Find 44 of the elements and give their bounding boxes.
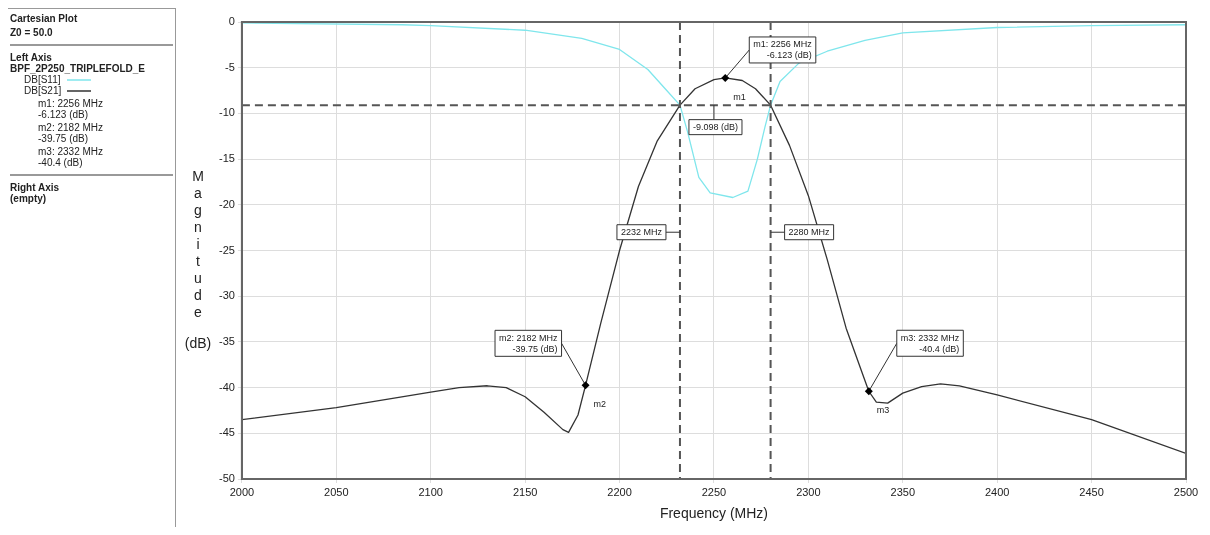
y-tick-label: -20 <box>218 197 235 210</box>
y-tick-label: -35 <box>218 334 235 347</box>
text: m2: 2182 MHz -39.75 (dB) <box>37 122 105 144</box>
text: (empty) <box>10 193 48 204</box>
y-tick-label: -15 <box>218 152 235 165</box>
x-tick-label: 2100 <box>418 485 443 498</box>
text: Left Axis <box>10 52 53 63</box>
text: Cartesian Plot <box>10 13 79 24</box>
x-tick-label: 2200 <box>607 485 632 498</box>
annotation: m1: 2256 MHz -6.123 (dB) <box>753 39 813 61</box>
annotation: m1 <box>733 91 746 102</box>
annotation: m2: 2182 MHz -39.75 (dB) <box>499 332 559 354</box>
x-tick-label: 2150 <box>512 485 538 498</box>
annotation: m3: 2332 MHz -40.4 (dB) <box>900 332 960 354</box>
legend-label: DB[S11] <box>24 74 61 85</box>
text: Right Axis <box>10 182 61 193</box>
text: m1: 2256 MHz -6.123 (dB) <box>37 98 105 120</box>
x-tick-label: 2250 <box>701 485 727 498</box>
y-tick-label: -5 <box>225 60 235 73</box>
x-tick-label: 2050 <box>324 485 349 498</box>
y-tick-label: -25 <box>218 243 235 256</box>
text: m3: 2332 MHz -40.4 (dB) <box>37 146 105 168</box>
legend-label: DB[S21] <box>24 85 62 96</box>
x-tick-label: 2500 <box>1173 485 1199 498</box>
y-tick-label: -45 <box>218 426 235 439</box>
y-tick-label: -40 <box>218 380 235 393</box>
y-tick-label: -30 <box>218 289 235 302</box>
x-tick-label: 2000 <box>229 485 255 498</box>
x-tick-label: 2450 <box>1079 485 1104 498</box>
annotation: m3 <box>876 405 890 416</box>
x-tick-label: 2300 <box>796 485 821 498</box>
legend-title: BPF_2P250_TRIPLEFOLD_E <box>10 63 147 74</box>
annotation: m2 <box>593 399 607 410</box>
x-tick-label: 2350 <box>890 485 916 498</box>
ref-line-label: 2232 MHz <box>620 227 663 238</box>
y-tick-label: -10 <box>218 106 235 119</box>
ref-line-label: -9.098 (dB) <box>692 122 738 133</box>
text: Z0 = 50.0 <box>10 27 54 38</box>
y-tick-label: -50 <box>218 472 235 485</box>
ref-line-label: 2280 MHz <box>788 227 831 238</box>
x-tick-label: 2400 <box>984 485 1010 498</box>
y-tick-label: 0 <box>228 15 235 28</box>
y-axis-title: Magnitude (dB) <box>183 168 213 351</box>
x-axis-title: Frequency (MHz) <box>659 505 769 522</box>
